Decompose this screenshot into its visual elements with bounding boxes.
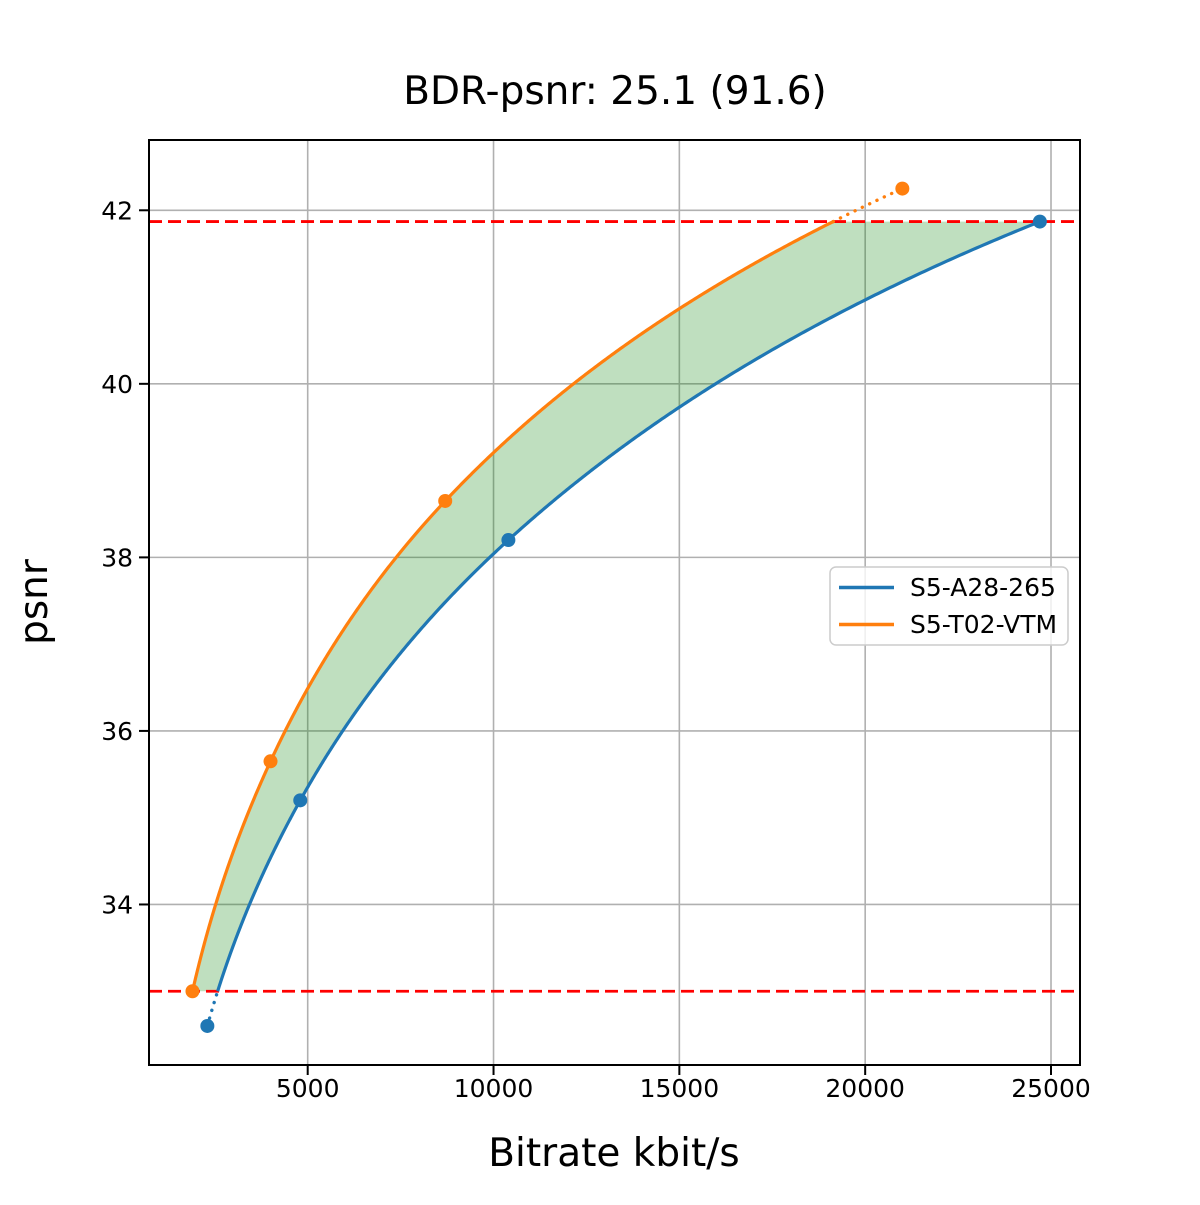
curves-layer	[190, 186, 1041, 1028]
x-tick-label: 15000	[640, 1074, 720, 1103]
y-axis-label: psnr	[12, 558, 57, 645]
x-tick-label: 20000	[825, 1074, 905, 1103]
legend: S5-A28-265 S5-T02-VTM	[829, 566, 1069, 646]
legend-label: S5-A28-265	[910, 573, 1056, 602]
y-tick-label: 38	[101, 543, 133, 572]
plot-border	[148, 139, 1081, 1066]
legend-label: S5-T02-VTM	[910, 610, 1057, 639]
y-tick-label: 34	[101, 890, 133, 919]
y-tick-label: 42	[101, 196, 133, 225]
markers-layer	[185, 181, 1047, 1033]
chart-title: BDR-psnr: 25.1 (91.6)	[403, 69, 827, 114]
axes-layer: 5000 10000 15000 20000 25000 34 36 38 40 42	[101, 139, 1091, 1103]
data-point-S5-A28-265	[293, 793, 308, 808]
y-tick-label: 40	[101, 370, 133, 399]
x-tick-label: 10000	[454, 1074, 534, 1103]
data-point-S5-T02-VTM	[438, 493, 453, 508]
x-tick-label: 25000	[1011, 1074, 1091, 1103]
bd-fill-layer	[192, 221, 1040, 992]
data-point-S5-T02-VTM	[263, 754, 278, 769]
curve-S5-A28-265	[216, 220, 1041, 993]
x-tick-label: 5000	[276, 1074, 340, 1103]
data-point-S5-A28-265	[200, 1018, 215, 1033]
data-point-S5-T02-VTM	[185, 984, 200, 999]
y-tick-label: 36	[101, 717, 133, 746]
bd-limit-lines-layer	[149, 220, 1080, 993]
curve-S5-T02-VTM	[190, 220, 834, 992]
data-point-S5-A28-265	[501, 533, 516, 548]
curve-dotted-S5-T02-VTM	[831, 186, 905, 224]
bd-shaded-area	[192, 221, 1040, 992]
data-point-S5-A28-265	[1032, 214, 1047, 229]
data-point-S5-T02-VTM	[895, 181, 910, 196]
x-axis-label: Bitrate kbit/s	[488, 1131, 739, 1176]
